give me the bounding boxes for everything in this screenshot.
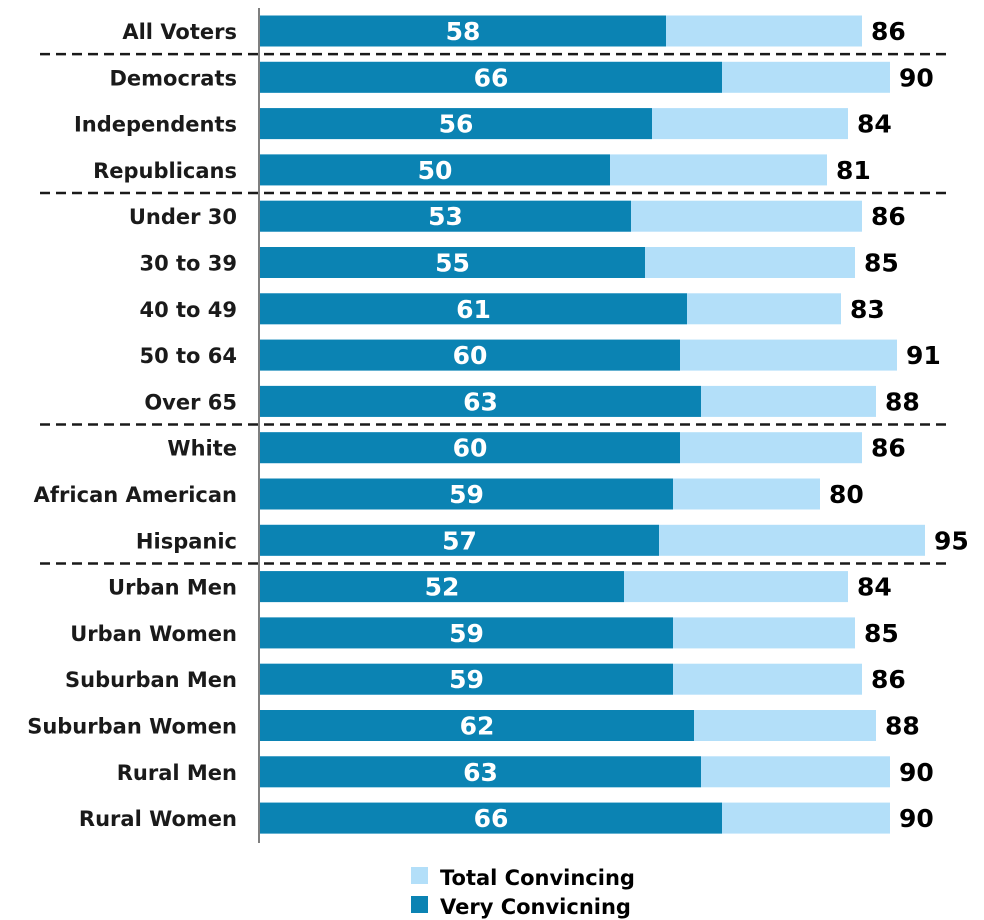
value-label-total-republicans: 81 [836, 156, 871, 185]
bar-very-all-voters [260, 15, 666, 47]
bar-very-40-to-49 [260, 293, 687, 325]
value-label-very-rural-women: 66 [474, 804, 509, 833]
legend-label-very-convicning: Very Convicning [440, 895, 631, 919]
legend-swatch-total-convincing [411, 867, 428, 884]
value-label-very-suburban-women: 62 [460, 712, 495, 741]
category-label-40-to-49: 40 to 49 [139, 298, 237, 322]
category-label-hispanic: Hispanic [136, 529, 237, 553]
bar-very-suburban-men [260, 663, 673, 695]
value-label-very-rural-men: 63 [463, 758, 498, 787]
value-label-very-all-voters: 58 [446, 17, 481, 46]
value-label-total-under-30: 86 [871, 202, 906, 231]
bars-group: 58 86 66 90 56 84 50 81 53 86 55 85 61 83 60 91 63 88 60 86… [260, 15, 969, 834]
legend-swatch-very-convicning [411, 896, 428, 913]
value-label-total-50-to-64: 91 [906, 341, 941, 370]
bar-very-hispanic [260, 524, 659, 556]
bar-very-suburban-women [260, 710, 694, 741]
value-label-total-rural-women: 90 [899, 804, 934, 833]
bar-very-urban-men [260, 571, 624, 603]
value-label-very-urban-women: 59 [449, 619, 484, 648]
value-label-very-urban-men: 52 [425, 573, 460, 602]
value-label-total-hispanic: 95 [934, 526, 969, 555]
category-label-30-to-39: 30 to 39 [139, 252, 237, 276]
value-label-total-white: 86 [871, 434, 906, 463]
category-label-republicans: Republicans [93, 159, 237, 183]
value-label-very-40-to-49: 61 [456, 295, 491, 324]
bar-very-under-30 [260, 200, 631, 232]
category-labels: All Voters Democrats Independents Republica… [27, 20, 237, 831]
bar-very-urban-women [260, 617, 673, 649]
value-label-very-republicans: 50 [418, 156, 453, 185]
value-label-total-suburban-women: 88 [885, 712, 920, 741]
bar-very-african-american [260, 478, 673, 510]
category-label-democrats: Democrats [110, 66, 238, 90]
value-label-very-democrats: 66 [474, 63, 509, 92]
category-label-white: White [167, 437, 237, 461]
value-label-total-over-65: 88 [885, 387, 920, 416]
value-label-total-40-to-49: 83 [850, 295, 885, 324]
category-label-suburban-men: Suburban Men [65, 668, 237, 692]
value-label-total-suburban-men: 86 [871, 665, 906, 694]
legend-label-total-convincing: Total Convincing [440, 866, 635, 890]
value-label-very-independents: 56 [439, 110, 474, 139]
bar-very-independents [260, 108, 652, 140]
category-label-independents: Independents [74, 113, 237, 137]
value-label-total-african-american: 80 [829, 480, 864, 509]
bar-very-50-to-64 [260, 339, 680, 371]
value-label-very-over-65: 63 [463, 387, 498, 416]
value-label-very-african-american: 59 [449, 480, 484, 509]
value-label-total-independents: 84 [857, 110, 892, 139]
value-label-total-rural-men: 90 [899, 758, 934, 787]
category-label-over-65: Over 65 [144, 390, 237, 414]
value-label-total-all-voters: 86 [871, 17, 906, 46]
category-label-all-voters: All Voters [122, 20, 237, 44]
category-label-50-to-64: 50 to 64 [139, 344, 237, 368]
bar-very-rural-women [260, 802, 722, 834]
bar-very-rural-men [260, 756, 701, 788]
bar-very-30-to-39 [260, 247, 645, 278]
value-label-very-under-30: 53 [428, 202, 463, 231]
category-label-urban-men: Urban Men [108, 576, 237, 600]
category-label-rural-women: Rural Women [79, 807, 237, 831]
category-label-african-american: African American [34, 483, 237, 507]
category-label-under-30: Under 30 [129, 205, 237, 229]
value-label-very-white: 60 [453, 434, 488, 463]
bar-very-democrats [260, 61, 722, 93]
value-label-total-urban-men: 84 [857, 573, 892, 602]
value-label-very-30-to-39: 55 [435, 249, 470, 278]
value-label-total-democrats: 90 [899, 63, 934, 92]
value-label-total-urban-women: 85 [864, 619, 899, 648]
value-label-total-30-to-39: 85 [864, 249, 899, 278]
value-label-very-50-to-64: 60 [453, 341, 488, 370]
category-label-rural-men: Rural Men [117, 761, 237, 785]
category-label-suburban-women: Suburban Women [27, 715, 237, 739]
bar-very-white [260, 432, 680, 464]
bar-very-over-65 [260, 385, 701, 417]
bar-very-republicans [260, 154, 610, 186]
value-label-very-hispanic: 57 [442, 526, 477, 555]
value-label-very-suburban-men: 59 [449, 665, 484, 694]
group-separators [40, 52, 950, 565]
category-label-urban-women: Urban Women [70, 622, 237, 646]
legend: Total Convincing Very Convicning [411, 866, 635, 919]
